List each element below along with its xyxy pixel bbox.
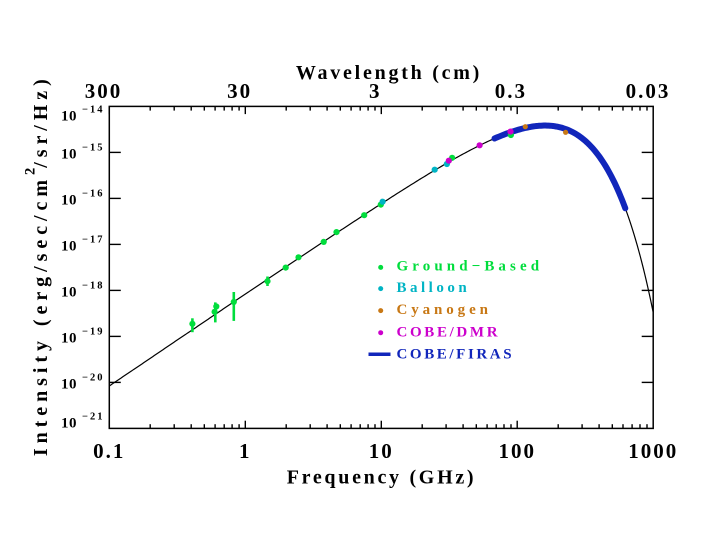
svg-text:0.03: 0.03 — [626, 79, 671, 103]
svg-text:0.3: 0.3 — [495, 79, 527, 103]
svg-text:1000: 1000 — [628, 439, 678, 463]
svg-text:3: 3 — [369, 79, 382, 103]
svg-text:1: 1 — [239, 439, 252, 463]
svg-text:Frequency (GHz): Frequency (GHz) — [287, 466, 477, 488]
svg-text:30: 30 — [227, 79, 252, 103]
svg-text:COBE/DMR: COBE/DMR — [397, 324, 501, 340]
svg-text:300: 300 — [85, 79, 123, 103]
svg-text:100: 100 — [498, 439, 536, 463]
svg-text:10: 10 — [369, 439, 394, 463]
svg-text:Balloon: Balloon — [397, 280, 471, 296]
svg-text:0.1: 0.1 — [93, 439, 125, 463]
svg-text:COBE/FIRAS: COBE/FIRAS — [397, 346, 515, 362]
svg-text:Cyanogen: Cyanogen — [397, 302, 492, 318]
svg-text:Ground−Based: Ground−Based — [397, 259, 544, 275]
svg-text:Wavelength (cm): Wavelength (cm) — [296, 62, 482, 84]
